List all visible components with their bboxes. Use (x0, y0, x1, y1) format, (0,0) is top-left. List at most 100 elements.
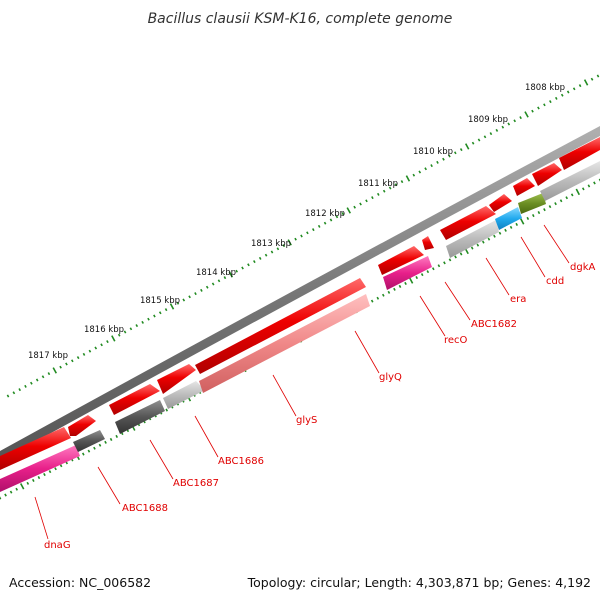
minor-scale-tick (398, 284, 402, 288)
minor-scale-tick (443, 261, 446, 265)
gene-arrow (157, 364, 196, 394)
minor-scale-tick (176, 301, 180, 305)
minor-scale-tick (476, 243, 480, 247)
gene-arrow (0, 445, 80, 492)
minor-scale-tick (65, 362, 68, 366)
minor-scale-tick (182, 298, 186, 302)
scale-label: 1809 kbp (468, 115, 508, 125)
scale-labels: 1808 kbp 1809 kbp 1810 kbp 1811 kbp 1812 kbp… (28, 83, 565, 361)
minor-scale-tick (276, 247, 280, 251)
minor-scale-tick (454, 255, 457, 259)
minor-scale-tick (570, 193, 574, 197)
minor-scale-tick (418, 170, 422, 174)
minor-scale-tick (24, 384, 27, 388)
major-scale-tick (464, 143, 470, 150)
forward-strand-genes (0, 137, 600, 470)
minor-scale-tick (258, 256, 262, 260)
minor-scale-tick (270, 250, 274, 254)
minor-scale-tick (6, 394, 10, 398)
minor-scale-tick (495, 128, 499, 132)
minor-scale-tick (590, 77, 594, 81)
gene-arrow (68, 415, 96, 436)
minor-scale-tick (317, 224, 321, 228)
minor-scale-tick (470, 246, 474, 250)
minor-scale-tick (59, 464, 63, 468)
minor-scale-tick (481, 240, 485, 244)
minor-scale-tick (253, 260, 256, 264)
minor-scale-tick (489, 132, 493, 136)
minor-scale-tick (376, 296, 380, 300)
minor-scale-tick (329, 218, 333, 222)
gene-arrow (513, 178, 535, 196)
minor-scale-tick (537, 211, 541, 215)
genome-backbone (0, 126, 600, 461)
minor-scale-tick (31, 478, 35, 482)
minor-scale-tick (554, 202, 557, 206)
minor-scale-tick (81, 452, 85, 456)
minor-scale-tick (211, 282, 215, 286)
minor-scale-tick (400, 180, 404, 184)
minor-scale-tick (48, 470, 52, 474)
minor-scale-tick (393, 287, 396, 291)
minor-scale-tick (300, 234, 303, 238)
minor-scale-tick (560, 93, 564, 97)
minor-scale-tick (35, 378, 39, 382)
minor-scale-tick (483, 135, 487, 139)
scale-label: 1812 kbp (305, 209, 345, 219)
reverse-strand-genes (0, 161, 600, 492)
major-scale-tick (287, 239, 292, 246)
gene-label-glyS: glyS (296, 415, 317, 426)
minor-scale-tick (559, 199, 563, 203)
major-scale-tick (583, 79, 589, 86)
minor-scale-tick (448, 258, 452, 262)
minor-scale-tick (241, 266, 244, 270)
minor-scale-tick (353, 205, 356, 209)
gene-label-dnaG: dnaG (44, 540, 71, 551)
minor-scale-tick (26, 481, 30, 485)
gene-label-cdd: cdd (546, 276, 564, 287)
minor-scale-tick (104, 440, 107, 444)
major-scale-tick (346, 207, 351, 214)
gene-labels: dgkA cdd era ABC1682 recO glyQ glyS ABC1… (44, 262, 595, 551)
minor-scale-tick (501, 125, 505, 129)
minor-scale-tick (394, 183, 398, 187)
minor-scale-tick (565, 196, 569, 200)
gene-arrow (73, 430, 105, 452)
major-scale-tick (524, 111, 529, 118)
minor-scale-tick (543, 208, 546, 212)
minor-scale-tick (509, 225, 513, 229)
genome-title: Bacillus clausii KSM-K16, complete genom… (148, 11, 453, 27)
minor-scale-tick (18, 388, 22, 392)
gene-arrow (163, 381, 205, 409)
gene-arrow (518, 193, 546, 214)
minor-scale-tick (12, 391, 16, 395)
major-scale-tick (519, 218, 525, 225)
gene-label-leaders (34, 224, 570, 540)
minor-scale-tick (498, 231, 502, 235)
minor-scale-tick (88, 349, 92, 353)
minor-scale-tick (109, 437, 113, 441)
gene-arrow (195, 278, 366, 374)
minor-scale-tick (158, 311, 162, 315)
minor-scale-tick (566, 90, 570, 94)
minor-scale-tick (54, 467, 57, 471)
minor-scale-tick (370, 299, 374, 303)
minor-scale-tick (415, 276, 419, 280)
minor-scale-tick (94, 346, 98, 350)
minor-scale-tick (164, 308, 168, 312)
minor-scale-tick (323, 221, 327, 225)
minor-scale-tick (420, 273, 424, 277)
minor-scale-tick (70, 359, 74, 363)
minor-scale-tick (531, 214, 535, 218)
gene-arrow (199, 294, 370, 393)
gene-arrow (446, 220, 499, 258)
minor-scale-tick (188, 295, 191, 299)
minor-scale-tick (382, 189, 386, 193)
scale-label: 1813 kbp (251, 239, 291, 249)
minor-scale-tick (531, 109, 534, 113)
gene-arrow (489, 194, 512, 212)
gene-arrow (540, 161, 600, 201)
gene-label-ABC1687: ABC1687 (173, 478, 219, 489)
minor-scale-tick (431, 267, 435, 271)
minor-scale-tick (572, 87, 576, 91)
